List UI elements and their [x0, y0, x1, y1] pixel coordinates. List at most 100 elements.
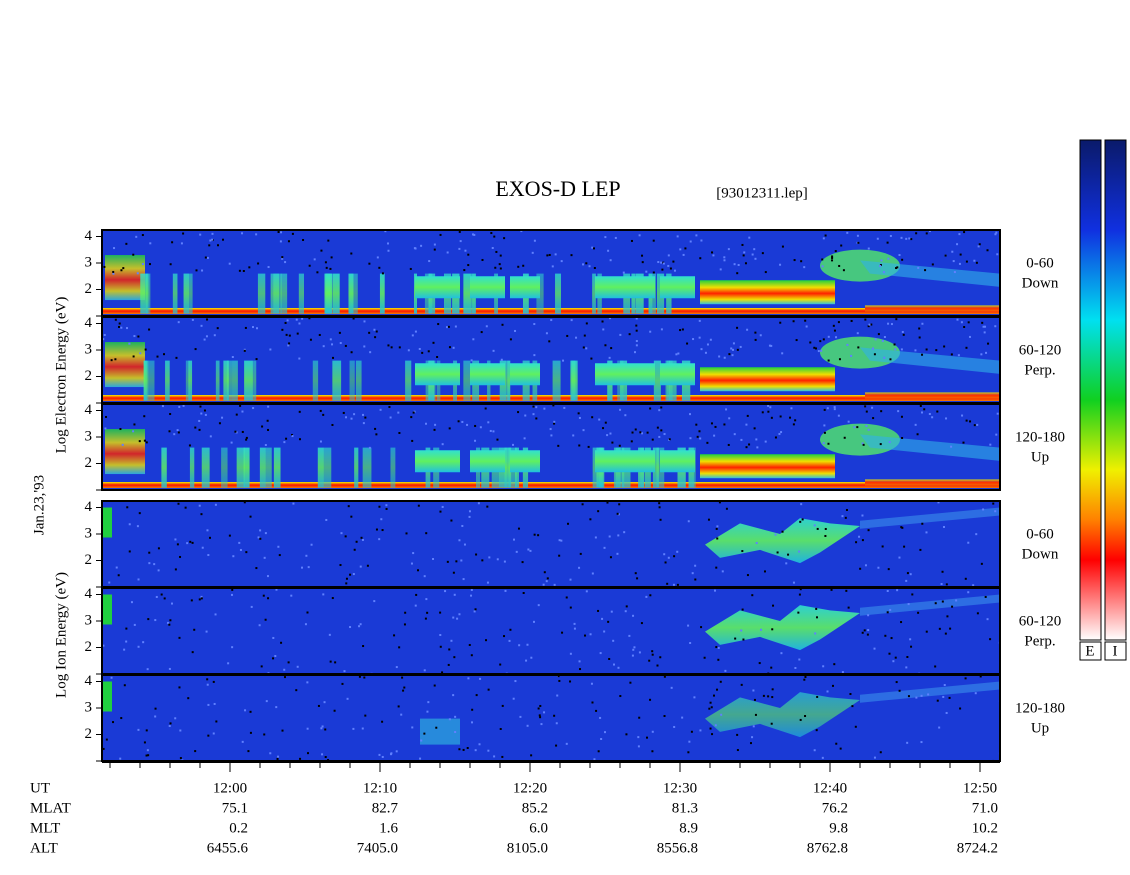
noise	[888, 652, 891, 655]
noise	[567, 522, 570, 525]
noise	[446, 251, 449, 254]
spectrogram-feature	[105, 342, 145, 388]
noise	[112, 272, 115, 275]
noise	[470, 359, 473, 362]
spectrogram-feature	[362, 447, 372, 488]
noise	[666, 582, 669, 585]
noise	[785, 562, 788, 565]
noise	[112, 721, 115, 724]
noise	[191, 318, 194, 321]
noise	[960, 321, 963, 324]
noise	[397, 705, 400, 708]
noise	[658, 506, 661, 509]
noise	[667, 254, 670, 257]
noise	[553, 714, 556, 717]
noise	[824, 527, 827, 530]
noise	[243, 349, 246, 352]
noise	[200, 324, 203, 327]
spectrogram-feature	[700, 367, 835, 392]
noise	[360, 536, 363, 539]
noise	[648, 659, 651, 662]
noise	[698, 430, 701, 433]
noise	[901, 436, 904, 439]
noise	[527, 548, 530, 551]
noise	[721, 570, 724, 573]
noise	[624, 414, 627, 417]
noise	[686, 342, 689, 345]
spectrogram-feature	[102, 308, 1000, 314]
spectrogram-feature	[660, 450, 695, 473]
noise	[363, 676, 366, 679]
noise	[452, 571, 455, 574]
noise	[813, 524, 816, 527]
noise	[872, 417, 875, 420]
noise	[742, 638, 745, 641]
panel	[102, 501, 1000, 587]
noise	[833, 663, 836, 666]
noise	[450, 519, 453, 522]
noise	[753, 698, 756, 701]
noise	[707, 518, 710, 521]
spectrogram-feature	[705, 692, 860, 738]
noise	[132, 355, 135, 358]
noise	[635, 317, 638, 320]
noise	[771, 628, 774, 631]
noise	[509, 338, 512, 341]
noise	[538, 714, 541, 717]
noise	[425, 532, 428, 535]
time-label: 12:10	[363, 780, 397, 796]
y-tick-label: 3	[85, 699, 93, 715]
noise	[889, 358, 892, 361]
noise	[976, 423, 979, 426]
noise	[553, 583, 556, 586]
noise	[478, 743, 481, 746]
noise	[452, 616, 455, 619]
noise	[499, 663, 502, 666]
noise	[967, 321, 970, 324]
noise	[934, 602, 937, 605]
noise	[243, 348, 246, 351]
noise	[321, 725, 324, 728]
noise	[898, 689, 901, 692]
noise	[454, 325, 457, 328]
noise	[823, 424, 826, 427]
y-tick-label: 4	[85, 673, 93, 689]
noise	[900, 415, 903, 418]
noise	[552, 404, 555, 407]
noise	[673, 269, 676, 272]
noise	[753, 427, 756, 430]
noise	[198, 504, 201, 507]
noise	[176, 543, 179, 546]
noise	[590, 357, 593, 360]
noise	[581, 503, 584, 506]
noise	[537, 534, 540, 537]
noise	[914, 423, 917, 426]
noise	[535, 406, 538, 409]
noise	[495, 250, 498, 253]
noise	[711, 251, 714, 254]
noise	[862, 443, 865, 446]
noise	[346, 697, 349, 700]
noise	[533, 239, 536, 242]
noise	[849, 693, 852, 696]
noise	[631, 654, 634, 657]
noise	[888, 441, 891, 444]
noise	[512, 697, 515, 700]
spectrogram-feature	[860, 434, 1000, 461]
noise	[633, 646, 636, 649]
noise	[432, 558, 435, 561]
noise	[651, 653, 654, 656]
noise	[949, 627, 952, 630]
noise	[384, 230, 387, 233]
noise	[472, 338, 475, 341]
noise	[141, 234, 144, 237]
noise	[831, 259, 834, 262]
noise	[340, 532, 343, 535]
noise	[487, 688, 490, 691]
spectrogram-feature	[273, 273, 282, 314]
noise	[921, 353, 924, 356]
noise	[935, 349, 938, 352]
noise	[687, 751, 690, 754]
noise	[928, 230, 931, 233]
noise	[797, 611, 800, 614]
